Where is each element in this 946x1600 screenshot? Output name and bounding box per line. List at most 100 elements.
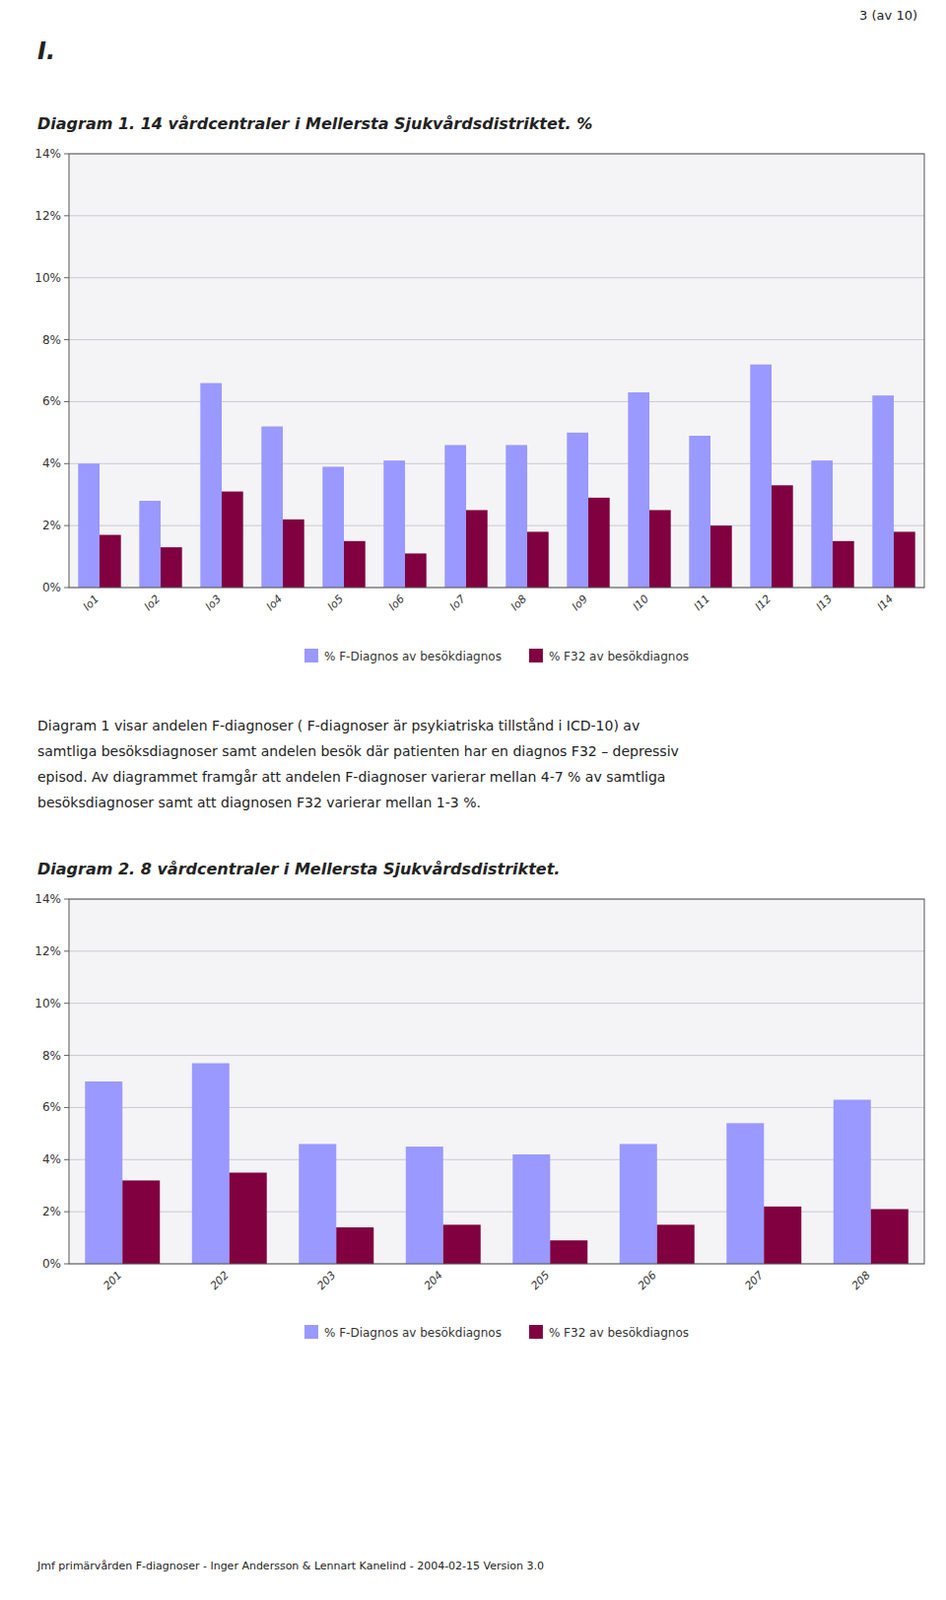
y-tick: [64, 401, 69, 403]
x-tick-label: 208: [849, 1268, 874, 1292]
grid-line: [68, 1002, 925, 1004]
y-tick: [64, 276, 69, 278]
plot-frame: [68, 153, 925, 588]
y-tick: [64, 1263, 69, 1265]
y-tick-label: 14%: [34, 891, 62, 906]
y-tick: [64, 214, 69, 216]
y-tick-label: 4%: [42, 1151, 62, 1166]
chart: 0%2%4%6%8%10%12%14%201202203204205206207…: [0, 888, 946, 1372]
x-tick-label: lo4: [264, 592, 285, 613]
section-label: I.: [37, 37, 56, 66]
legend-swatch: [304, 648, 319, 663]
bar: [282, 519, 305, 588]
x-tick-label: l14: [875, 592, 896, 613]
description-line: episod. Av diagrammet framgår att andele…: [37, 768, 666, 785]
x-tick-label: l11: [691, 592, 713, 613]
x-axis: 201202203204205206207208: [100, 1268, 874, 1292]
x-tick-label: l10: [630, 592, 652, 613]
x-tick-label: 206: [635, 1268, 660, 1292]
bar: [444, 444, 467, 588]
y-tick-label: 6%: [42, 1099, 62, 1114]
bar: [588, 497, 610, 588]
bar: [505, 444, 528, 588]
legend-label: % F32 av besökdiagnos: [548, 1325, 689, 1340]
grid-line: [68, 463, 925, 465]
y-tick: [64, 525, 69, 527]
bar: [763, 1206, 802, 1264]
bar: [833, 1099, 872, 1265]
y-tick-label: 10%: [34, 270, 62, 285]
y-tick: [64, 949, 69, 951]
y-tick-label: 12%: [34, 208, 62, 223]
y-tick-label: 8%: [42, 1048, 62, 1063]
legend-label: % F-Diagnos av besökdiagnos: [324, 649, 502, 664]
x-tick-label: 207: [742, 1268, 766, 1292]
x-tick-label: 205: [528, 1268, 552, 1292]
page-label: 3 (av 10): [859, 7, 918, 23]
bar: [893, 531, 916, 588]
bar: [160, 546, 183, 588]
bar: [122, 1179, 160, 1264]
bar: [810, 460, 833, 588]
x-tick-label: 204: [421, 1268, 446, 1292]
y-tick-label: 12%: [34, 944, 62, 958]
y-tick-label: 8%: [42, 333, 62, 347]
x-tick-label: lo1: [80, 592, 102, 613]
y-tick: [64, 1106, 69, 1108]
y-tick: [64, 1158, 69, 1160]
bar: [566, 432, 589, 588]
x-tick-label: lo7: [447, 592, 469, 613]
plot-frame: [68, 898, 925, 1264]
legend: % F-Diagnos av besökdiagnos % F32 av besö…: [304, 1324, 689, 1340]
bar: [343, 540, 366, 588]
description-line: samtliga besöksdiagnoser samt andelen be…: [37, 743, 679, 759]
x-tick-label: lo2: [141, 592, 163, 613]
bar: [298, 1143, 337, 1264]
x-tick-label: l13: [813, 592, 835, 613]
bar: [383, 460, 406, 588]
y-tick-label: 0%: [42, 1256, 62, 1271]
y-tick: [64, 463, 69, 465]
y-tick: [64, 1211, 69, 1213]
x-axis: lo1lo2lo3lo4lo5lo6lo7lo8lo9l10l11l12l13l…: [80, 592, 896, 613]
y-tick: [64, 1054, 69, 1056]
footer: Jmf primärvården F-diagnoser - Inger And…: [37, 1558, 544, 1572]
bar: [336, 1226, 374, 1264]
bar: [710, 525, 733, 588]
bar: [200, 383, 222, 588]
bar: [512, 1153, 550, 1264]
grid-line: [68, 949, 925, 951]
x-tick-label: 202: [207, 1268, 232, 1292]
y-tick-label: 2%: [42, 1204, 62, 1218]
chart: 0%2%4%6%8%10%12%14%lo1lo2lo3lo4lo5lo6lo7…: [0, 143, 946, 696]
bar: [466, 509, 488, 588]
x-tick-label: lo5: [325, 592, 346, 613]
chart-title: Diagram 2. 8 vårdcentraler i Mellersta S…: [37, 859, 560, 879]
page: 3 (av 10) I. Diagram 1 visar andelen F-dia…: [0, 0, 946, 1600]
bar: [77, 463, 100, 588]
bar: [726, 1122, 764, 1264]
bar: [627, 392, 650, 588]
legend-label: % F-Diagnos av besökdiagnos: [324, 1325, 502, 1340]
y-tick-label: 6%: [42, 394, 62, 408]
x-tick-label: lo8: [508, 592, 530, 613]
bar: [84, 1081, 123, 1264]
bar: [443, 1223, 481, 1264]
bar: [192, 1063, 230, 1265]
description-line: Diagram 1 visar andelen F-diagnoser ( F-…: [37, 717, 640, 734]
description-line: besöksdiagnoser samt att diagnosen F32 v…: [37, 794, 481, 811]
legend-label: % F32 av besökdiagnos: [548, 649, 689, 664]
bars: [77, 364, 915, 588]
legend: % F-Diagnos av besökdiagnos % F32 av besö…: [304, 648, 689, 664]
bar: [138, 500, 161, 588]
bar: [229, 1172, 268, 1265]
legend-swatch: [529, 648, 543, 663]
y-tick-label: 10%: [34, 996, 62, 1011]
y-tick: [64, 587, 69, 589]
y-tick: [64, 153, 69, 155]
bar: [871, 1209, 909, 1265]
plot-background: [68, 153, 925, 588]
y-tick: [64, 898, 69, 900]
grid-line: [68, 276, 925, 278]
x-tick-label: l12: [752, 592, 774, 613]
